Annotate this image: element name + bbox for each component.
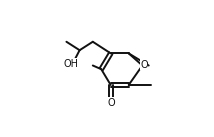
Text: OH: OH (64, 59, 79, 69)
Text: O: O (107, 98, 115, 108)
Text: O: O (140, 60, 148, 70)
